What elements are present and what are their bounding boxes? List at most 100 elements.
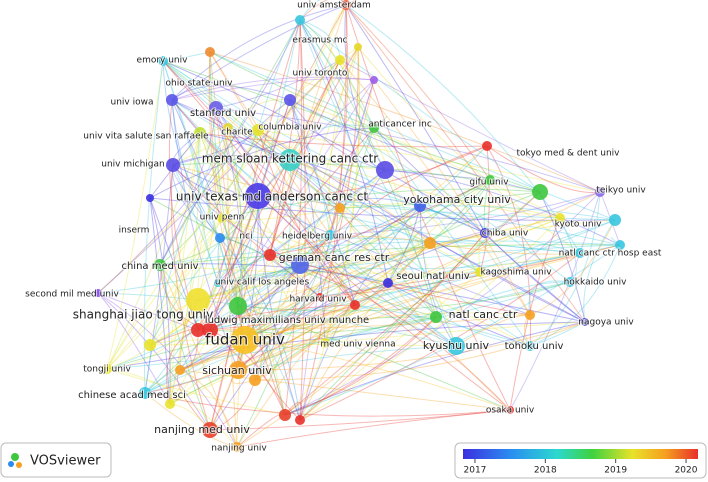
edge — [144, 282, 219, 394]
logo-box: VOSviewer — [0, 442, 112, 478]
node — [154, 259, 166, 271]
edge — [215, 107, 601, 193]
node — [229, 297, 247, 315]
node-label: univ amsterdam — [297, 1, 371, 11]
node-label: yokohama city univ — [403, 193, 511, 206]
node — [146, 194, 154, 202]
node — [214, 279, 222, 287]
edge — [324, 46, 360, 344]
node — [209, 101, 223, 115]
edge — [97, 292, 171, 405]
edge — [269, 59, 341, 256]
node — [335, 55, 345, 65]
edge — [197, 217, 561, 301]
edge — [97, 292, 238, 448]
edge — [171, 99, 286, 416]
edge — [324, 271, 481, 344]
edge — [289, 99, 571, 283]
edge — [257, 145, 488, 197]
edge — [215, 107, 341, 209]
node-label: ludwig maximilians univ munche — [205, 315, 369, 326]
edge — [144, 145, 488, 394]
edge — [284, 191, 601, 416]
node — [325, 230, 335, 240]
edge — [254, 159, 292, 381]
edge — [149, 127, 229, 346]
edge — [197, 179, 491, 301]
edge — [162, 60, 481, 273]
colorbar-tick-label: 2020 — [675, 466, 698, 476]
node — [205, 47, 215, 57]
edge — [257, 19, 301, 131]
edge — [236, 304, 356, 448]
edge — [199, 132, 286, 416]
node-label: univ toronto — [293, 69, 348, 79]
edge — [387, 205, 421, 284]
edge — [172, 155, 291, 166]
edge — [149, 59, 341, 346]
node-label: charite — [221, 128, 253, 138]
edge — [299, 79, 375, 421]
edge — [484, 232, 586, 323]
node — [430, 311, 442, 323]
edge — [289, 99, 561, 219]
edge — [289, 99, 386, 171]
node — [279, 409, 291, 421]
edge — [269, 169, 386, 256]
edge — [209, 19, 301, 331]
edge — [179, 232, 486, 371]
node-label: nci — [239, 232, 252, 242]
edge — [197, 4, 347, 331]
node — [335, 203, 345, 213]
edge — [209, 159, 291, 431]
edge — [539, 191, 586, 323]
edge — [387, 282, 531, 347]
edge — [339, 59, 457, 347]
node-label: china med univ — [121, 261, 198, 272]
edge — [162, 60, 486, 234]
edge — [217, 254, 271, 284]
node — [202, 422, 218, 438]
edge — [254, 46, 359, 381]
edge — [143, 60, 164, 394]
edge — [169, 169, 386, 405]
edge — [324, 179, 491, 344]
edge — [354, 304, 457, 347]
node — [575, 248, 585, 258]
colorbar: 2017 2018 2019 2020 — [454, 442, 707, 479]
edge — [329, 191, 601, 236]
edge — [162, 60, 541, 193]
edge — [479, 145, 490, 273]
edge — [269, 236, 431, 256]
node-label: anticancer inc — [368, 120, 432, 130]
edge — [221, 217, 389, 284]
node — [525, 310, 535, 320]
node — [532, 184, 548, 200]
edge — [227, 127, 561, 219]
edge — [144, 305, 239, 394]
edge — [324, 281, 571, 344]
edge — [284, 19, 303, 416]
node — [158, 56, 168, 66]
edge — [209, 51, 223, 219]
edge — [429, 217, 561, 247]
edge — [172, 164, 321, 298]
edge — [209, 99, 291, 331]
edge — [209, 51, 601, 193]
edge — [419, 205, 457, 347]
node-label: columbia univ — [258, 123, 322, 133]
node — [191, 323, 205, 337]
edge — [299, 4, 347, 421]
edge — [106, 316, 437, 370]
node — [581, 318, 589, 326]
node-label: univ iowa — [111, 98, 154, 108]
edge — [244, 339, 511, 411]
node-label: nagoya univ — [578, 318, 634, 328]
edge — [236, 232, 486, 448]
colorbar-frame — [454, 442, 707, 479]
node — [485, 175, 495, 185]
node-label: shanghai jiao tong univ — [73, 308, 213, 322]
edge — [197, 127, 229, 301]
edge — [179, 282, 389, 371]
node-label: nanjing med univ — [154, 423, 250, 436]
